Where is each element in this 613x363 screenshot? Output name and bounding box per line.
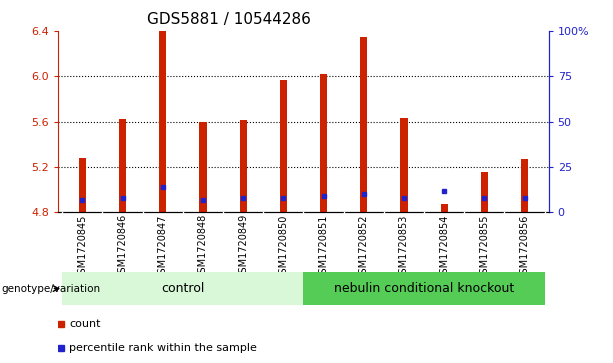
Text: GSM1720848: GSM1720848 bbox=[198, 214, 208, 280]
Bar bbox=[119, 119, 126, 212]
Text: nebulin conditional knockout: nebulin conditional knockout bbox=[334, 282, 514, 295]
Bar bbox=[360, 37, 367, 212]
Text: GSM1720855: GSM1720855 bbox=[479, 214, 489, 280]
Bar bbox=[521, 159, 528, 212]
Text: GSM1720853: GSM1720853 bbox=[399, 214, 409, 280]
Text: GSM1720852: GSM1720852 bbox=[359, 214, 369, 280]
Text: count: count bbox=[69, 319, 101, 329]
Text: GSM1720854: GSM1720854 bbox=[439, 214, 449, 280]
Bar bbox=[481, 171, 488, 212]
Text: GSM1720851: GSM1720851 bbox=[319, 214, 329, 280]
Bar bbox=[159, 31, 166, 212]
Text: GSM1720847: GSM1720847 bbox=[158, 214, 168, 280]
Bar bbox=[78, 158, 86, 212]
Bar bbox=[240, 121, 247, 212]
Bar bbox=[303, 272, 544, 305]
Bar bbox=[63, 272, 303, 305]
Text: GSM1720849: GSM1720849 bbox=[238, 214, 248, 280]
Bar bbox=[280, 79, 287, 212]
Text: GSM1720846: GSM1720846 bbox=[118, 214, 128, 280]
Text: GSM1720845: GSM1720845 bbox=[77, 214, 88, 280]
Text: GDS5881 / 10544286: GDS5881 / 10544286 bbox=[147, 12, 310, 27]
Text: percentile rank within the sample: percentile rank within the sample bbox=[69, 343, 257, 352]
Text: GSM1720856: GSM1720856 bbox=[519, 214, 530, 280]
Text: genotype/variation: genotype/variation bbox=[1, 284, 101, 294]
Bar bbox=[320, 74, 327, 212]
Text: control: control bbox=[161, 282, 205, 295]
Bar bbox=[400, 118, 408, 212]
Bar bbox=[441, 204, 447, 212]
Text: GSM1720850: GSM1720850 bbox=[278, 214, 288, 280]
Bar bbox=[199, 122, 207, 212]
